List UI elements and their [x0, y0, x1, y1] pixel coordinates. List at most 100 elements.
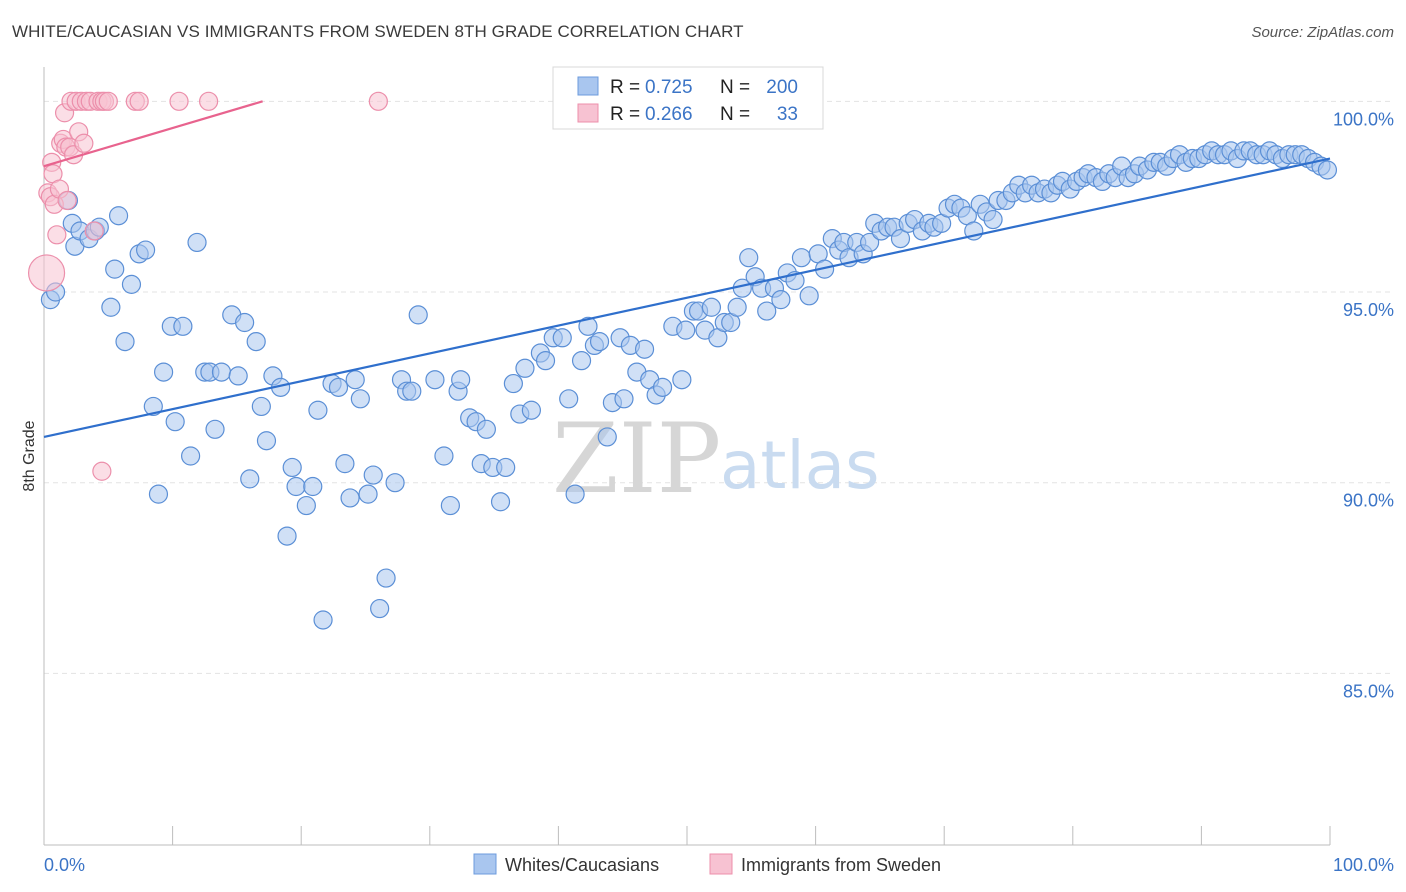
point-whites: [476, 419, 496, 439]
point-whites: [211, 362, 232, 382]
point-whites: [983, 209, 1003, 230]
point-whites: [335, 454, 355, 474]
point-whites: [277, 526, 297, 546]
point-whites: [589, 331, 610, 352]
stats-r-value-sweden: 0.266: [645, 104, 693, 125]
watermark: ZIP atlas: [552, 403, 880, 515]
point-whites: [143, 396, 163, 417]
point-whites: [578, 316, 598, 336]
stats-r-label-whites: R =: [610, 77, 640, 98]
stats-box: R = 0.725 N = 200 R = 0.266 N = 33: [552, 66, 824, 130]
point-whites: [451, 370, 471, 390]
y-tick-labels: 85.0% 90.0% 95.0% 100.0%: [1333, 109, 1394, 701]
trendline-whites: [43, 157, 1331, 439]
point-whites: [425, 370, 445, 390]
point-whites: [235, 312, 255, 333]
point-sweden: [169, 91, 189, 111]
point-whites: [358, 484, 378, 504]
point-whites: [135, 240, 156, 260]
point-whites: [121, 274, 142, 294]
point-whites: [672, 370, 692, 390]
point-whites: [757, 301, 777, 321]
point-whites: [108, 206, 129, 226]
point-whites: [739, 248, 759, 268]
point-whites: [181, 446, 201, 466]
point-sweden: [57, 190, 77, 211]
legend-label-sweden: Immigrants from Sweden: [741, 855, 941, 875]
x-tick-labels: 0.0% 100.0%: [44, 855, 1394, 875]
point-whites: [308, 400, 328, 420]
y-tick-label: 90.0%: [1343, 491, 1394, 511]
point-whites: [676, 320, 696, 340]
chart-title: WHITE/CAUCASIAN VS IMMIGRANTS FROM SWEDE…: [12, 22, 744, 41]
point-whites: [370, 598, 390, 619]
point-whites: [376, 568, 396, 588]
stats-r-label-sweden: R =: [610, 104, 640, 125]
grid-lines: [44, 100, 1394, 674]
y-tick-label: 85.0%: [1343, 681, 1394, 701]
point-whites: [559, 389, 579, 409]
y-tick-label: 95.0%: [1343, 300, 1394, 320]
x-tick-label-max: 100.0%: [1333, 855, 1394, 875]
point-whites: [634, 339, 655, 359]
point-whites: [434, 446, 454, 466]
point-whites: [328, 377, 349, 397]
y-tick-label: 100.0%: [1333, 109, 1394, 129]
point-whites: [503, 373, 523, 394]
point-whites: [115, 331, 135, 352]
point-whites: [246, 331, 266, 352]
point-whites: [521, 400, 541, 420]
point-whites: [860, 232, 880, 253]
source-label: Source: ZipAtlas.com: [1251, 24, 1394, 41]
point-whites: [256, 431, 277, 451]
point-whites: [701, 297, 722, 317]
x-tick-label-min: 0.0%: [44, 855, 85, 875]
trendline-sweden: [43, 100, 263, 168]
stats-r-value-whites: 0.725: [645, 77, 693, 98]
stats-n-label-whites: N =: [720, 77, 750, 98]
point-whites: [552, 328, 572, 348]
point-whites: [187, 232, 207, 253]
point-whites: [345, 370, 365, 390]
point-whites: [614, 389, 634, 409]
point-whites: [101, 297, 121, 317]
stats-n-value-sweden: 33: [777, 104, 798, 125]
point-sweden: [98, 91, 118, 111]
point-whites: [385, 473, 405, 493]
legend-label-whites: Whites/Caucasians: [505, 855, 659, 875]
stats-swatch-sweden: [577, 103, 599, 123]
point-whites: [496, 457, 516, 478]
point-whites: [173, 316, 193, 336]
point-sweden: [74, 133, 94, 153]
point-whites: [571, 351, 592, 371]
point-whites: [515, 358, 535, 378]
point-sweden: [84, 221, 104, 241]
point-whites: [228, 366, 248, 386]
point-sweden: [27, 254, 66, 292]
point-whites: [890, 229, 911, 249]
point-whites: [105, 259, 125, 279]
point-whites: [440, 495, 460, 516]
point-whites: [597, 427, 617, 447]
point-whites: [408, 305, 428, 325]
point-whites: [490, 492, 511, 512]
point-whites: [791, 248, 812, 268]
point-whites: [282, 457, 302, 478]
stats-swatch-whites: [577, 76, 599, 96]
point-whites: [165, 412, 185, 432]
legend-swatch-whites: [473, 853, 497, 875]
axes: [43, 67, 1331, 846]
stats-n-label-sweden: N =: [720, 104, 750, 125]
point-whites: [771, 290, 791, 310]
point-whites: [799, 286, 819, 306]
point-whites: [153, 362, 174, 382]
point-whites: [313, 610, 333, 630]
point-whites: [303, 476, 323, 497]
point-sweden: [92, 461, 112, 481]
point-whites: [350, 389, 370, 409]
point-whites: [296, 495, 316, 516]
point-whites: [286, 476, 306, 497]
point-whites: [565, 484, 585, 504]
point-whites: [1317, 160, 1338, 180]
